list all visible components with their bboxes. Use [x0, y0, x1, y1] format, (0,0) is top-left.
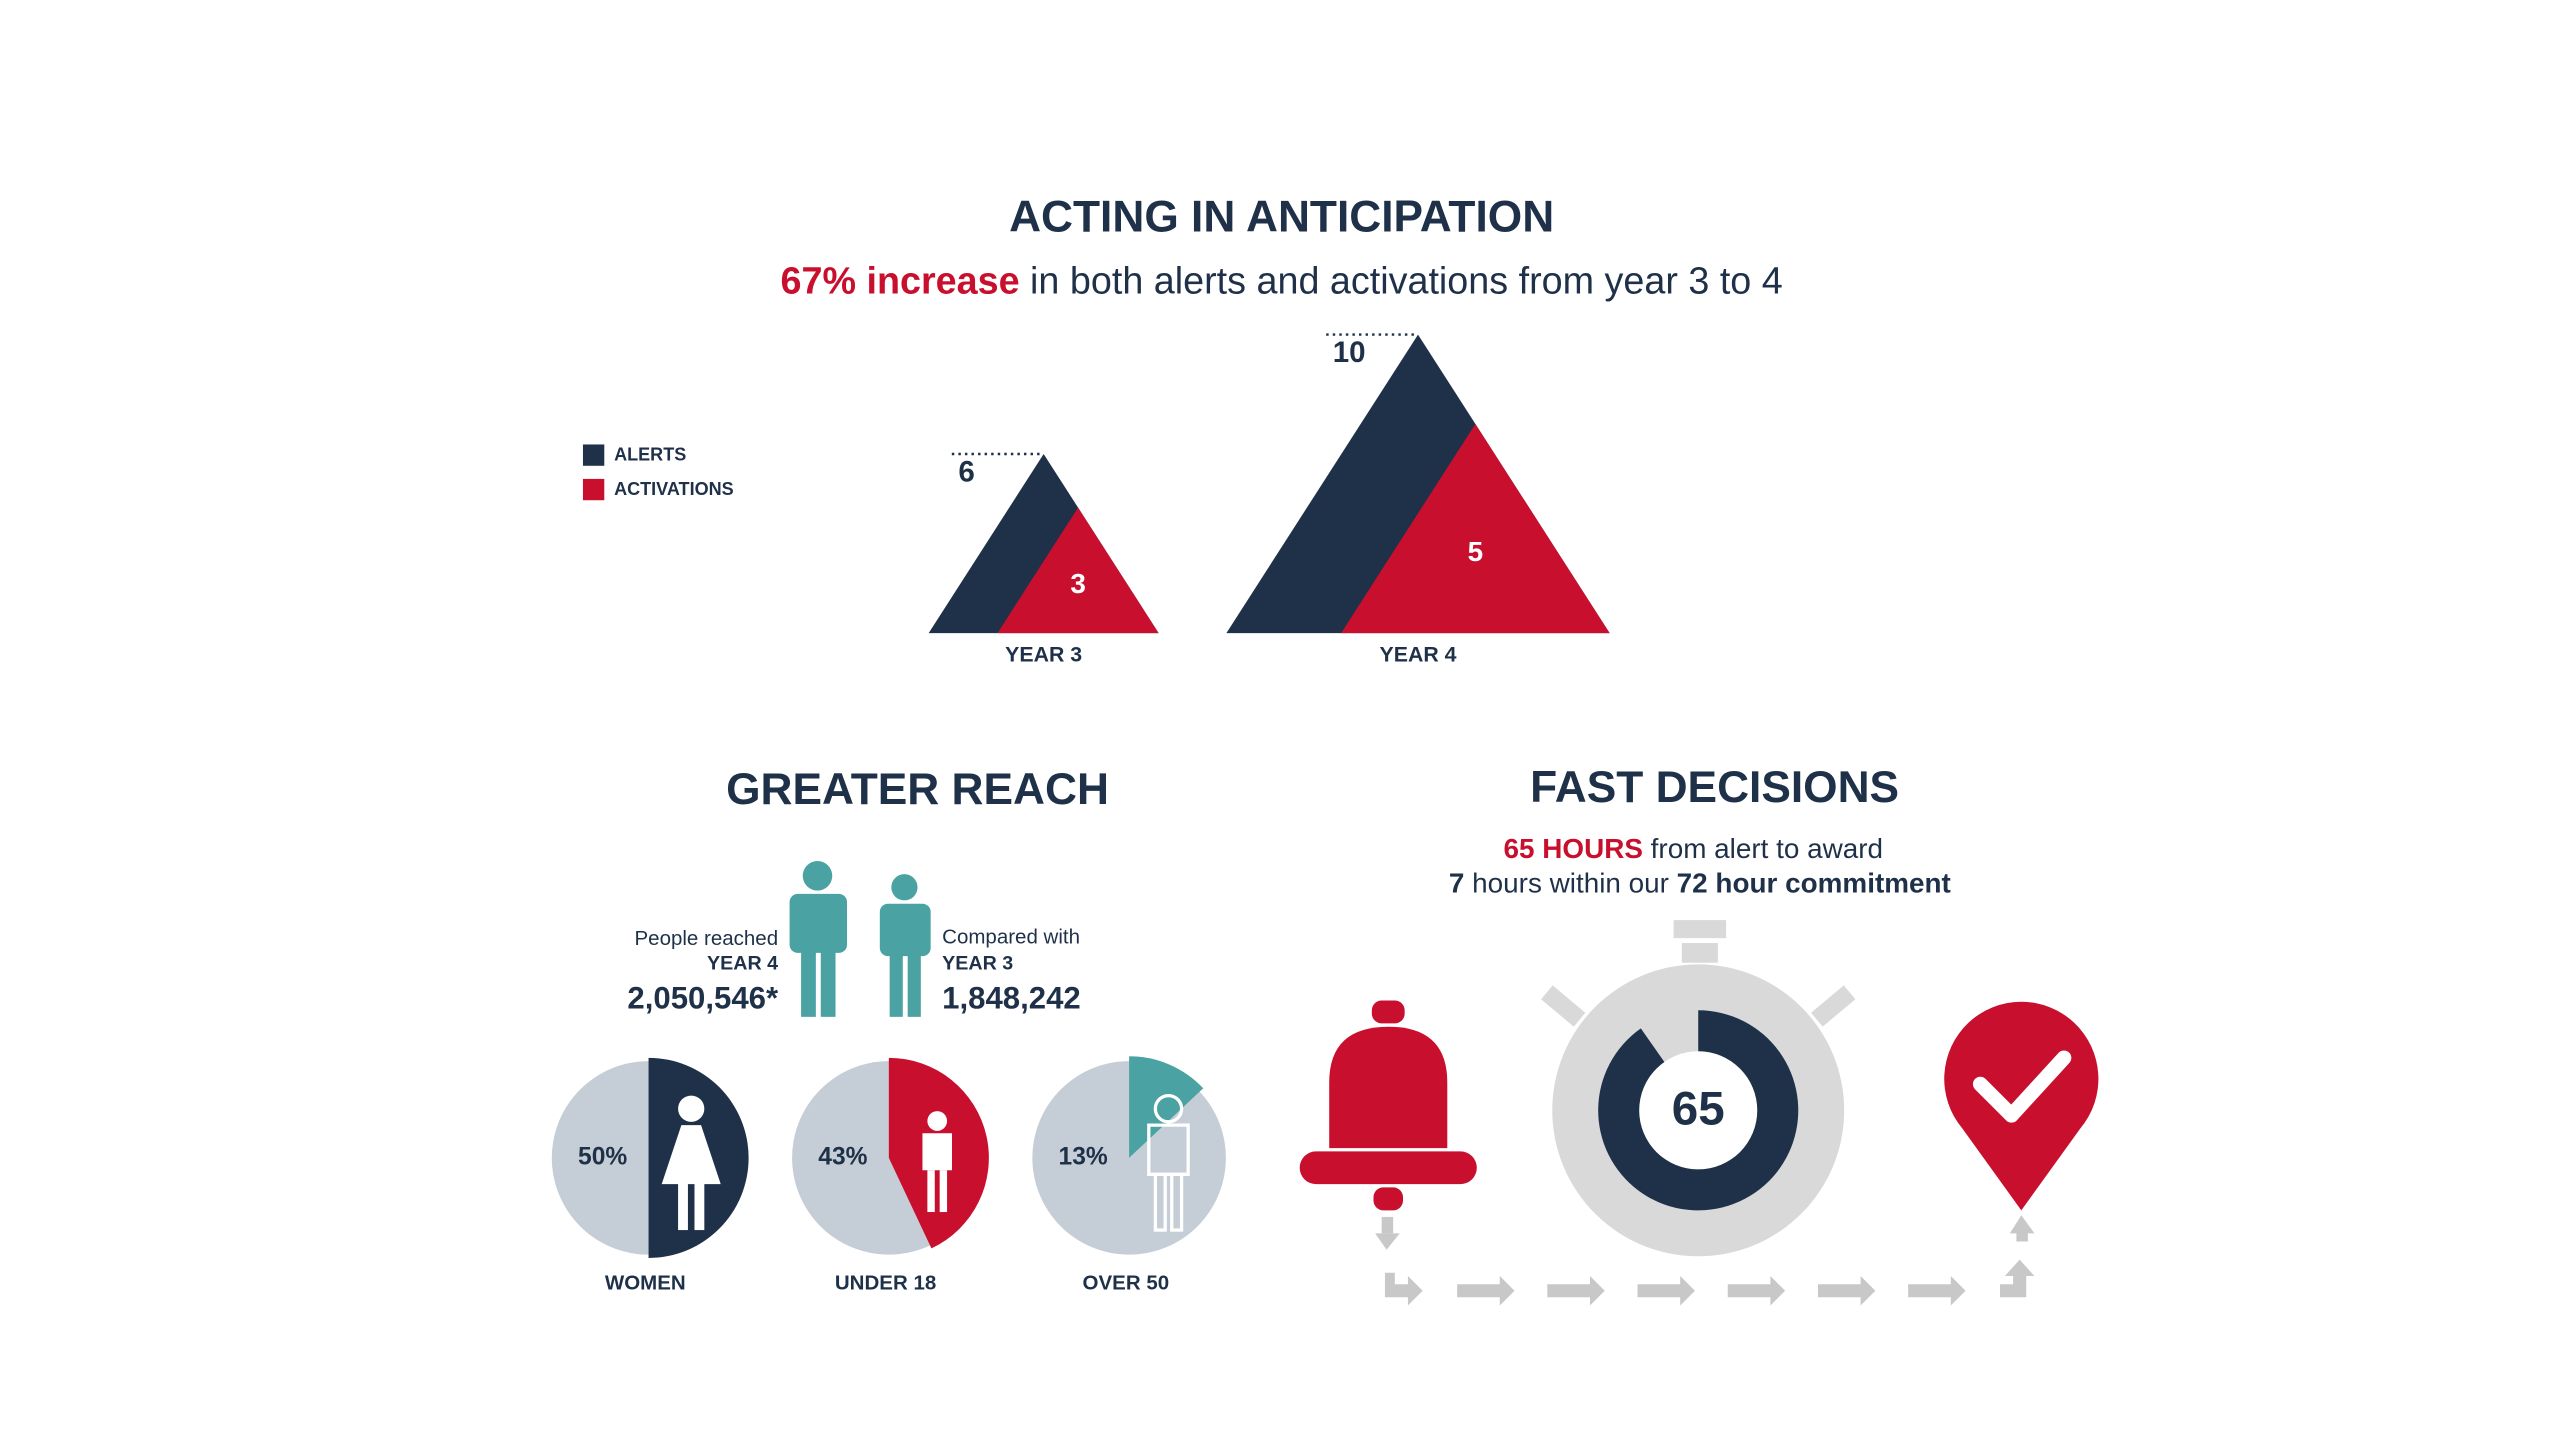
icon-head [1153, 1093, 1184, 1124]
category-label: OVER 50 [1083, 1272, 1170, 1295]
icon-leg [927, 1170, 935, 1213]
legend-swatch [582, 478, 605, 501]
icon-leg [1170, 1172, 1184, 1232]
person-icon [922, 1111, 952, 1213]
value-label: 3 [1070, 568, 1086, 599]
subtitle-text: in both alerts and activations from year… [1030, 260, 1783, 302]
timeline-arrows [1375, 1215, 2035, 1306]
category-label: WOMEN [605, 1272, 686, 1295]
triangle [997, 507, 1159, 634]
person-icon [1147, 1093, 1190, 1232]
value-label: 50% [578, 1143, 627, 1170]
triangle [1341, 423, 1610, 634]
people-icons [789, 861, 931, 1017]
reach-count: 2,050,546* [627, 981, 779, 1016]
value-label: 43% [818, 1143, 867, 1170]
reach-label: People reached [635, 927, 779, 950]
icon-body [922, 1133, 952, 1171]
icon-head [678, 1095, 705, 1122]
icon-leg [1153, 1172, 1167, 1232]
highlight: 7 [1449, 868, 1465, 899]
highlight: 72 hour commitment [1677, 868, 1951, 899]
value-label: 10 [1333, 336, 1366, 369]
section-title: ACTING IN ANTICIPATION [1009, 192, 1554, 241]
value-label: 6 [958, 455, 974, 488]
icon-head [927, 1111, 948, 1131]
donut-hole [1639, 1051, 1758, 1170]
highlight: 67% increase [781, 260, 1020, 302]
reach-period: YEAR 3 [942, 953, 1013, 975]
icon-body [1147, 1123, 1190, 1176]
icon-leg [694, 1174, 705, 1231]
bell-icon [1299, 1000, 1477, 1211]
reach-label: Compared with [942, 926, 1080, 949]
section-title: FAST DECISIONS [1530, 763, 1899, 812]
reach-count: 1,848,242 [942, 981, 1081, 1016]
value-label: 5 [1468, 536, 1484, 567]
pin-icon [1944, 1001, 2099, 1211]
legend-label: ALERTS [614, 445, 686, 465]
reach-period: YEAR 4 [707, 953, 778, 975]
category-label: UNDER 18 [835, 1272, 936, 1295]
section-subtitle: 65 HOURS from alert to award [1504, 834, 1884, 865]
legend-label: ACTIVATIONS [614, 479, 734, 499]
highlight: 65 HOURS [1504, 834, 1643, 865]
subtitle-text: from alert to award [1651, 834, 1883, 865]
icon-leg [939, 1170, 948, 1213]
subtitle-text: hours within our [1472, 868, 1669, 899]
section-subtitle: 7 hours within our 72 hour commitment [1449, 868, 1951, 899]
section-subtitle: 67% increase in both alerts and activati… [781, 260, 1783, 302]
category-label: YEAR 4 [1380, 643, 1457, 667]
value-label: 13% [1059, 1143, 1108, 1170]
section-title: GREATER REACH [726, 765, 1109, 814]
category-label: YEAR 3 [1005, 643, 1082, 667]
donut-label: 65 [1672, 1083, 1725, 1136]
legend-swatch [582, 444, 605, 466]
icon-leg [678, 1174, 688, 1231]
